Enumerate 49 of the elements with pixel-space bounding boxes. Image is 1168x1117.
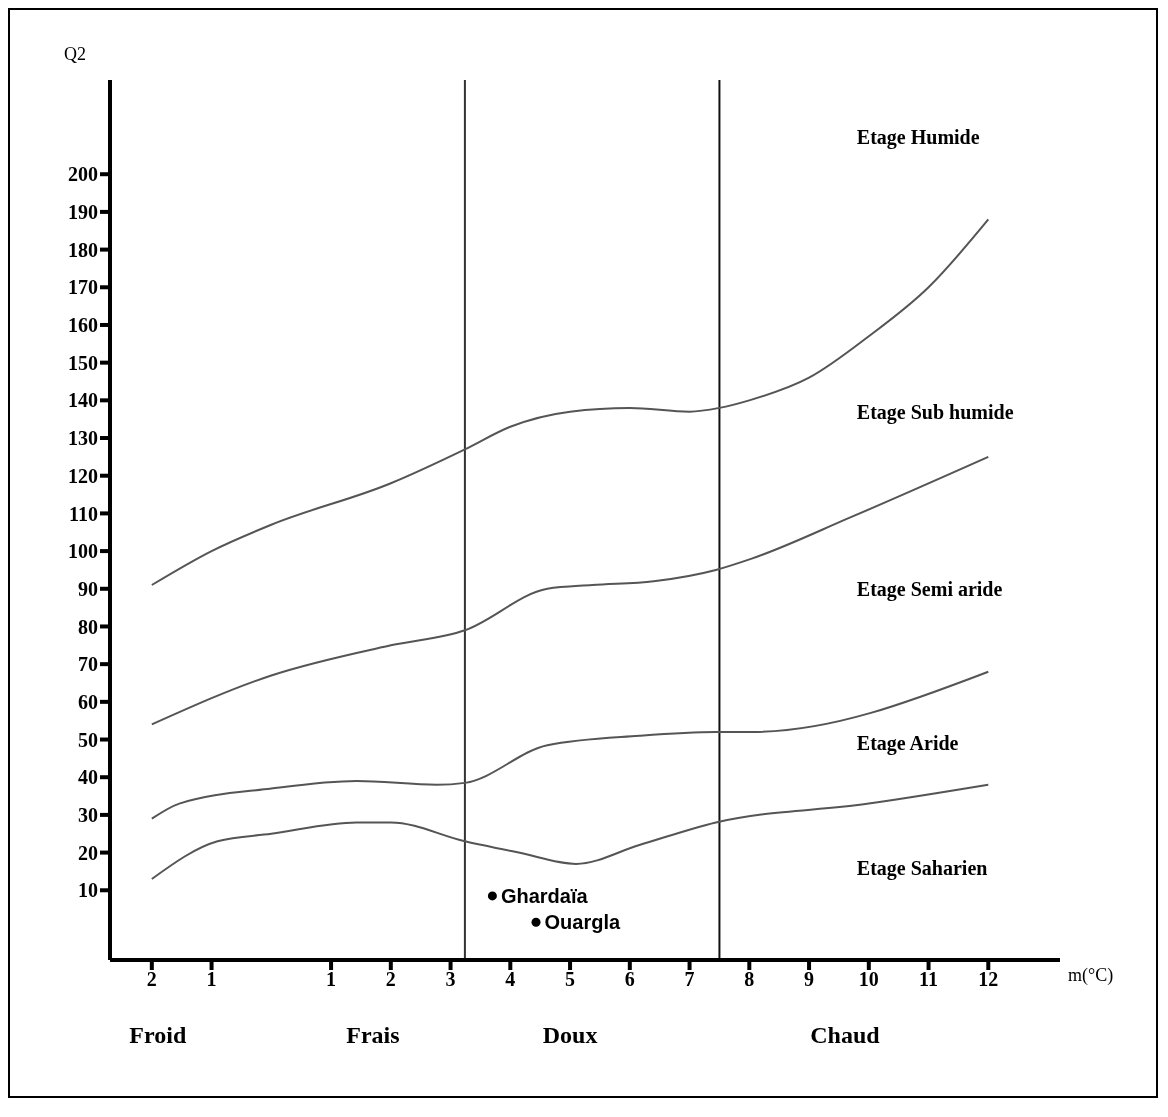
x-tick-label: 1 [206, 968, 217, 991]
text: Doux [542, 1022, 598, 1048]
y-axis-title: Q2 [64, 44, 86, 64]
text: Frais [346, 1022, 400, 1048]
x-tick-label: 9 [804, 968, 815, 991]
series-label: Ouargla [544, 911, 621, 934]
y-tick-label: 20 [78, 841, 98, 864]
text: Froid [129, 1022, 187, 1048]
y-tick-label: 60 [78, 690, 98, 713]
y-tick-label: 10 [78, 879, 98, 902]
x-tick-label: 10 [858, 968, 879, 991]
text: Chaud [810, 1022, 881, 1048]
y-tick-label: 100 [68, 540, 98, 563]
line-series [150, 783, 990, 880]
y-tick-label: 50 [78, 728, 98, 751]
y-tick-label: 140 [68, 389, 98, 412]
y-tick-label: 70 [78, 653, 98, 676]
y-tick-label: 90 [78, 577, 98, 600]
x-tick-label: 2 [385, 968, 396, 991]
annotation: Etage Saharien [856, 856, 988, 880]
x-tick-label: 8 [744, 968, 755, 991]
y-tick-label: 120 [68, 464, 98, 487]
x-tick-label: 2 [146, 968, 157, 991]
y-tick-label: 190 [68, 201, 98, 224]
line-series [150, 670, 990, 820]
y-tick-label: 130 [68, 427, 98, 450]
x-tick-label: 3 [445, 968, 456, 991]
annotation: Etage Sub humide [856, 400, 1014, 424]
x-tick-label: 12 [978, 968, 999, 991]
x-tick-label: 7 [684, 968, 695, 991]
y-tick-label: 160 [68, 314, 98, 337]
x-tick-label: 1 [326, 968, 337, 991]
y-tick-label: 30 [78, 804, 98, 826]
annotation: Etage Semi aride [856, 577, 1003, 601]
y-tick-label: 80 [78, 615, 98, 638]
y-tick-label: 170 [68, 276, 98, 299]
x-tick-label: 4 [505, 968, 516, 991]
x-tick-label: 5 [565, 968, 576, 991]
x-axis-title: m(°C) [1068, 965, 1114, 987]
y-tick-label: 200 [68, 163, 98, 186]
x-tick-label: 11 [919, 968, 939, 991]
y-tick-label: 150 [68, 351, 98, 374]
annotation: Etage Aride [856, 732, 959, 756]
annotation: Etage Humide [856, 125, 980, 149]
series-label: Ghardaïa [500, 885, 589, 908]
y-tick-label: 180 [68, 238, 98, 261]
y-tick-label: 40 [78, 766, 98, 789]
y-tick-label: 110 [69, 502, 98, 525]
x-tick-label: 6 [624, 968, 635, 991]
